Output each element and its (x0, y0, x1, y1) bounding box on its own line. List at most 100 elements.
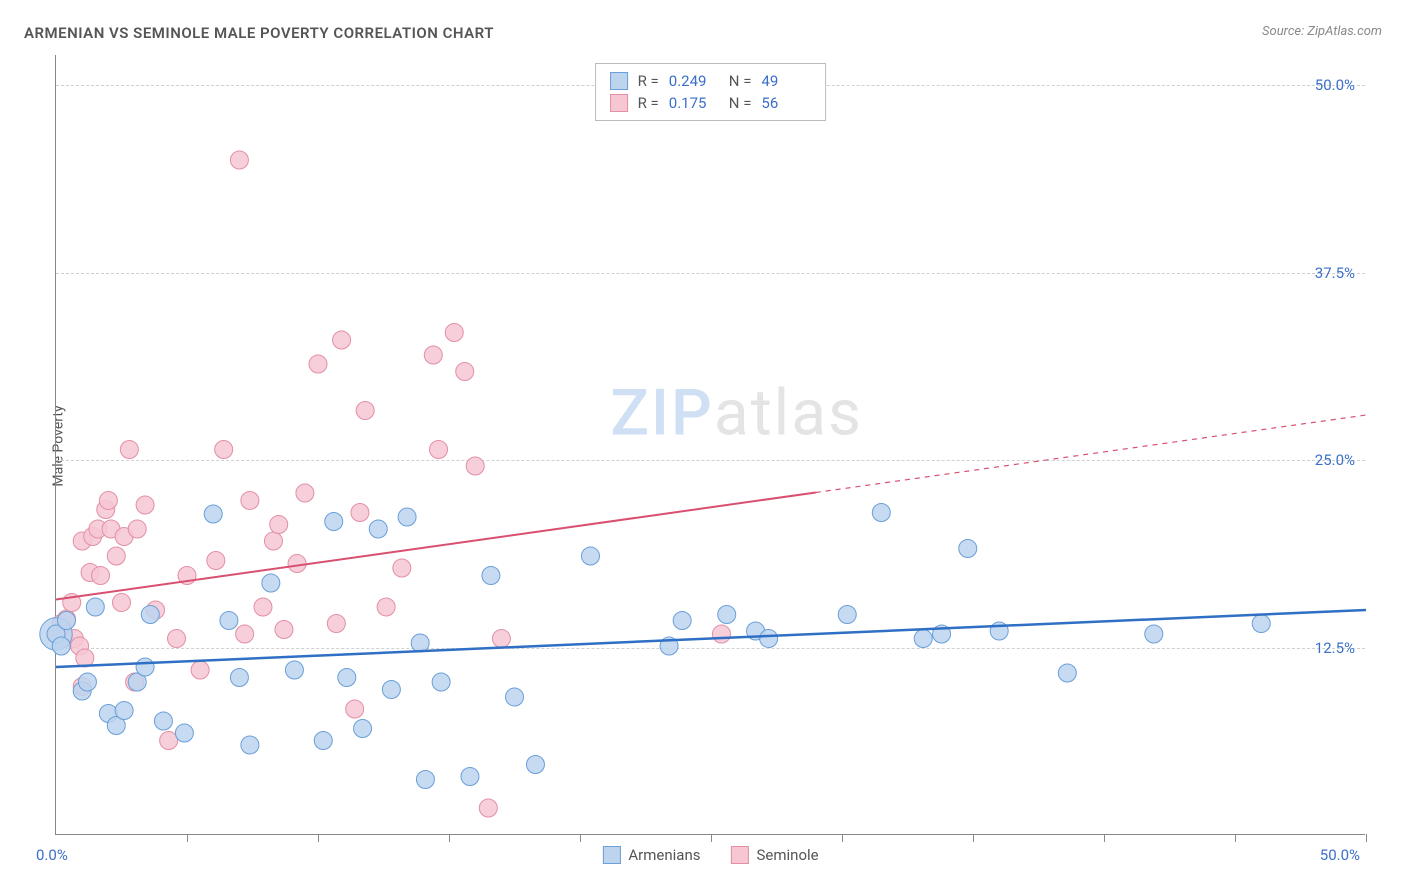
x-max-label: 50.0% (1320, 846, 1360, 864)
armenians-point (581, 547, 599, 565)
swatch-armenians (610, 72, 628, 90)
x-tick (973, 834, 974, 842)
armenians-point (432, 673, 450, 691)
armenians-point (262, 574, 280, 592)
x-tick (1104, 834, 1105, 842)
plot-area: ZIPatlas R = 0.249 N = 49 R = 0.175 N = … (55, 55, 1365, 835)
series-legend: Armenians Seminole (602, 846, 818, 864)
x-tick (318, 834, 319, 842)
seminole-point (275, 621, 293, 639)
seminole-point (712, 625, 730, 643)
r-label: R = (638, 72, 659, 90)
armenians-point (872, 504, 890, 522)
chart-container: ARMENIAN VS SEMINOLE MALE POVERTY CORREL… (0, 0, 1406, 892)
seminole-point (92, 567, 110, 585)
armenians-point (482, 567, 500, 585)
armenians-point (1058, 664, 1076, 682)
armenians-point (526, 756, 544, 774)
seminole-point (288, 555, 306, 573)
seminole-point (492, 630, 510, 648)
armenians-point (115, 702, 133, 720)
armenians-point (1252, 615, 1270, 633)
source-attribution: Source: ZipAtlas.com (1262, 24, 1382, 39)
armenians-point (718, 606, 736, 624)
legend-item-armenians: Armenians (602, 846, 700, 864)
r-label: R = (638, 94, 659, 112)
n-label: N = (729, 94, 752, 112)
armenians-point (136, 658, 154, 676)
seminole-point (393, 559, 411, 577)
seminole-point (445, 324, 463, 342)
armenians-point (411, 634, 429, 652)
seminole-point (230, 151, 248, 169)
x-tick (1235, 834, 1236, 842)
n-label: N = (729, 72, 752, 90)
armenians-point (416, 771, 434, 789)
x-tick (1366, 834, 1367, 842)
x-tick (449, 834, 450, 842)
armenians-point (673, 612, 691, 630)
armenians-point (354, 720, 372, 738)
armenians-point (78, 673, 96, 691)
seminole-point (346, 700, 364, 718)
armenians-point (398, 508, 416, 526)
x-tick (711, 834, 712, 842)
legend-item-seminole: Seminole (730, 846, 818, 864)
legend-row-seminole: R = 0.175 N = 56 (610, 92, 812, 114)
armenians-point (57, 612, 75, 630)
r-value-armenians: 0.249 (669, 72, 719, 90)
armenians-point (230, 669, 248, 687)
seminole-point (356, 402, 374, 420)
seminole-point (236, 625, 254, 643)
x-origin-label: 0.0% (36, 846, 68, 864)
armenians-point (241, 736, 259, 754)
correlation-legend: R = 0.249 N = 49 R = 0.175 N = 56 (595, 63, 827, 121)
x-tick (842, 834, 843, 842)
seminole-point (120, 441, 138, 459)
armenians-point (285, 661, 303, 679)
seminole-point (113, 594, 131, 612)
seminole-point (99, 492, 117, 510)
swatch-seminole (610, 94, 628, 112)
armenians-point (175, 724, 193, 742)
seminole-point (128, 520, 146, 538)
n-value-armenians: 49 (761, 72, 811, 90)
armenians-point (204, 505, 222, 523)
seminole-point (136, 496, 154, 514)
armenians-point (86, 598, 104, 616)
scatter-plot-svg (56, 55, 1365, 834)
seminole-point (296, 484, 314, 502)
seminole-point (270, 516, 288, 534)
armenians-point (914, 630, 932, 648)
armenians-point (141, 606, 159, 624)
x-tick (187, 834, 188, 842)
seminole-point (456, 363, 474, 381)
armenians-point (838, 606, 856, 624)
armenians-point (760, 630, 778, 648)
seminole-point (191, 661, 209, 679)
seminole-point (327, 615, 345, 633)
seminole-point (254, 598, 272, 616)
legend-label-seminole: Seminole (756, 846, 818, 864)
y-tick-label: 37.5% (1315, 264, 1355, 282)
armenians-point (382, 681, 400, 699)
r-value-seminole: 0.175 (669, 94, 719, 112)
seminole-point (264, 532, 282, 550)
y-tick-label: 25.0% (1315, 451, 1355, 469)
x-tick (580, 834, 581, 842)
swatch-seminole-icon (730, 846, 748, 864)
armenians-point (220, 612, 238, 630)
legend-label-armenians: Armenians (628, 846, 700, 864)
y-tick-label: 12.5% (1315, 639, 1355, 657)
seminole-point (333, 331, 351, 349)
seminole-point (207, 552, 225, 570)
seminole-point (466, 457, 484, 475)
seminole-point (424, 346, 442, 364)
n-value-seminole: 56 (761, 94, 811, 112)
seminole-point (168, 630, 186, 648)
armenians-point (325, 513, 343, 531)
armenians-point (1145, 625, 1163, 643)
swatch-armenians-icon (602, 846, 620, 864)
seminole-point (479, 799, 497, 817)
armenians-point (338, 669, 356, 687)
